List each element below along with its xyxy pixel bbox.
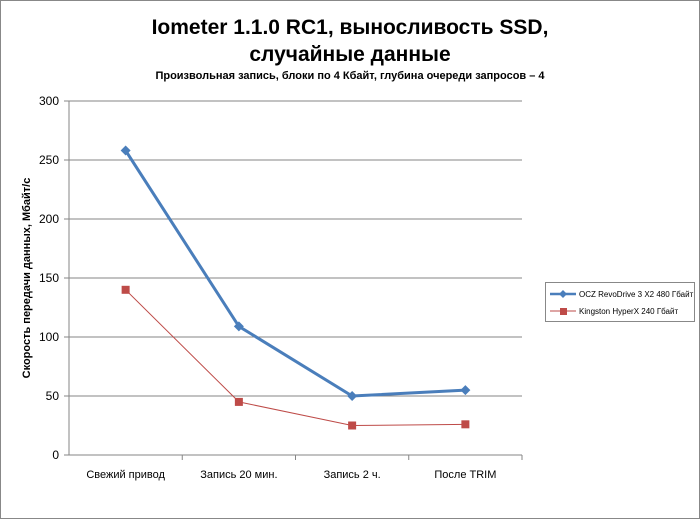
chart-title-line-1: Iometer 1.1.0 RC1, выносливость SSD,	[151, 16, 549, 39]
legend-item-0: OCZ RevoDrive 3 X2 480 Гбайт	[550, 288, 693, 300]
data-point-square	[348, 421, 357, 430]
data-point-diamond	[460, 385, 471, 396]
data-point-diamond	[233, 321, 244, 332]
chart-title-line-2: случайные данные	[249, 43, 451, 66]
data-point-square	[234, 397, 243, 406]
y-tick-label: 150	[39, 271, 59, 285]
x-tick-label: Запись 2 ч.	[324, 469, 381, 481]
x-tick-label: Свежий привод	[86, 469, 165, 481]
y-tick-label: 200	[39, 212, 59, 226]
y-tick-label: 100	[39, 330, 59, 344]
y-tick-label: 300	[39, 94, 59, 108]
chart-subtitle: Произвольная запись, блоки по 4 Кбайт, г…	[155, 70, 545, 82]
series-line-0	[124, 149, 466, 398]
series-line-1	[125, 289, 466, 427]
chart-title: Iometer 1.1.0 RC1, выносливость SSD, слу…	[0, 14, 700, 68]
y-tick-label: 0	[52, 448, 59, 462]
legend-marker-diamond-icon	[550, 290, 576, 298]
legend-label: Kingston HyperX 240 Гбайт	[579, 306, 679, 316]
legend-item-1: Kingston HyperX 240 Гбайт	[550, 305, 678, 317]
legend-label: OCZ RevoDrive 3 X2 480 Гбайт	[579, 289, 694, 299]
legend: OCZ RevoDrive 3 X2 480 Гбайт Kingston Hy…	[545, 282, 695, 322]
data-point-square	[121, 285, 130, 294]
y-tick-label: 250	[39, 153, 59, 167]
legend-marker-square-icon	[550, 308, 576, 315]
data-point-diamond	[120, 145, 131, 156]
y-axis-label: Скорость передачи данных, Мбайт/с	[21, 178, 33, 379]
x-tick-label: Запись 20 мин.	[200, 469, 277, 481]
data-point-square	[461, 420, 470, 429]
y-tick-label: 50	[46, 389, 60, 403]
x-tick-label: После TRIM	[434, 469, 496, 481]
data-point-diamond	[347, 391, 358, 401]
